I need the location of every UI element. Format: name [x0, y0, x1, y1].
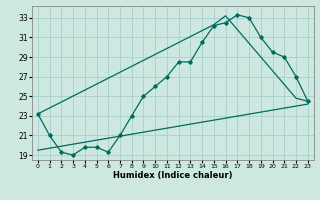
X-axis label: Humidex (Indice chaleur): Humidex (Indice chaleur)	[113, 171, 233, 180]
